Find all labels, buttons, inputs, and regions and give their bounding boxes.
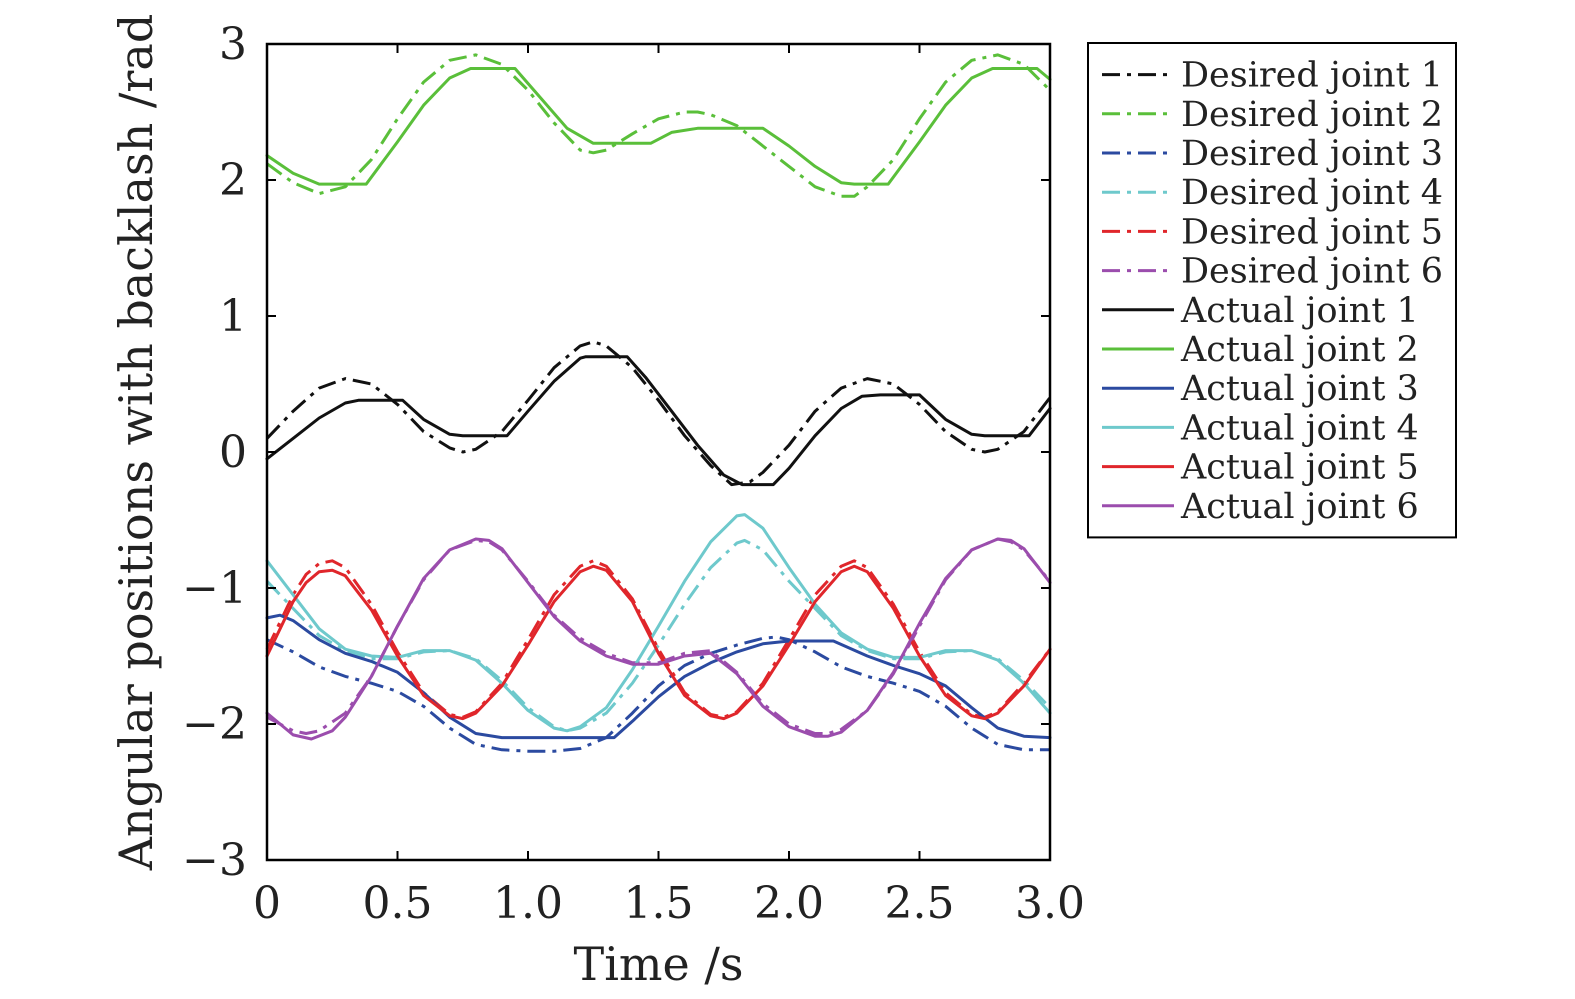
- legend-entry-label: Actual joint 3: [1180, 369, 1419, 409]
- series-line-actual-joint-1: [265, 355, 1052, 487]
- legend-entry-label: Desired joint 2: [1181, 95, 1443, 135]
- series-line-desired-joint-1: [265, 340, 1052, 487]
- plot-frame: [265, 42, 1052, 862]
- legend-entry-label: Actual joint 5: [1180, 448, 1419, 488]
- y-tick-label: 2: [219, 155, 247, 206]
- x-tick-label: 2.0: [754, 878, 824, 929]
- series-line-actual-joint-2: [265, 67, 1052, 186]
- series-line-actual-joint-6: [265, 537, 1052, 741]
- series-line-actual-joint-4: [265, 513, 1052, 733]
- legend-entry-label: Actual joint 4: [1180, 408, 1419, 448]
- legend-entry-label: Desired joint 6: [1181, 252, 1443, 292]
- legend-entry-label: Desired joint 4: [1181, 173, 1443, 213]
- y-tick-label: 0: [219, 427, 247, 478]
- y-tick-label: 1: [219, 291, 247, 342]
- x-tick-label: 1.0: [493, 878, 563, 929]
- y-axis-title: Angular positions with backlash /rad: [109, 14, 163, 872]
- x-tick-label: 1.5: [624, 878, 694, 929]
- x-tick-label: 2.5: [885, 878, 955, 929]
- legend-entry-label: Actual joint 2: [1180, 330, 1419, 370]
- legend-entry-label: Actual joint 1: [1180, 291, 1419, 331]
- y-tick-label: −3: [182, 835, 247, 886]
- x-axis-title: Time /s: [574, 937, 744, 991]
- legend-entry-label: Desired joint 5: [1181, 212, 1443, 252]
- y-tick-label: −2: [182, 699, 247, 750]
- series-line-desired-joint-6: [266, 537, 1052, 735]
- x-tick-label: 3.0: [1015, 878, 1085, 929]
- y-tick-label: −1: [182, 563, 247, 614]
- x-tick-label: 0.5: [363, 878, 433, 929]
- series-line-desired-joint-5: [265, 559, 1052, 719]
- legend-entry-label: Actual joint 6: [1180, 487, 1419, 527]
- series-line-desired-joint-2: [266, 53, 1052, 198]
- y-tick-label: 3: [219, 19, 247, 70]
- series-layer: [265, 53, 1052, 753]
- series-line-actual-joint-3: [265, 613, 1052, 740]
- legend-entry-label: Desired joint 1: [1181, 56, 1443, 96]
- x-tick-label: 0: [253, 878, 281, 929]
- legend-entry-label: Desired joint 3: [1181, 134, 1443, 174]
- ticks-layer: 0 0.5 1.0 1.5 2.0 2.5 3.0 −3 −2 −1 0 1 2 3: [182, 19, 1085, 929]
- legend-box: [1087, 42, 1457, 539]
